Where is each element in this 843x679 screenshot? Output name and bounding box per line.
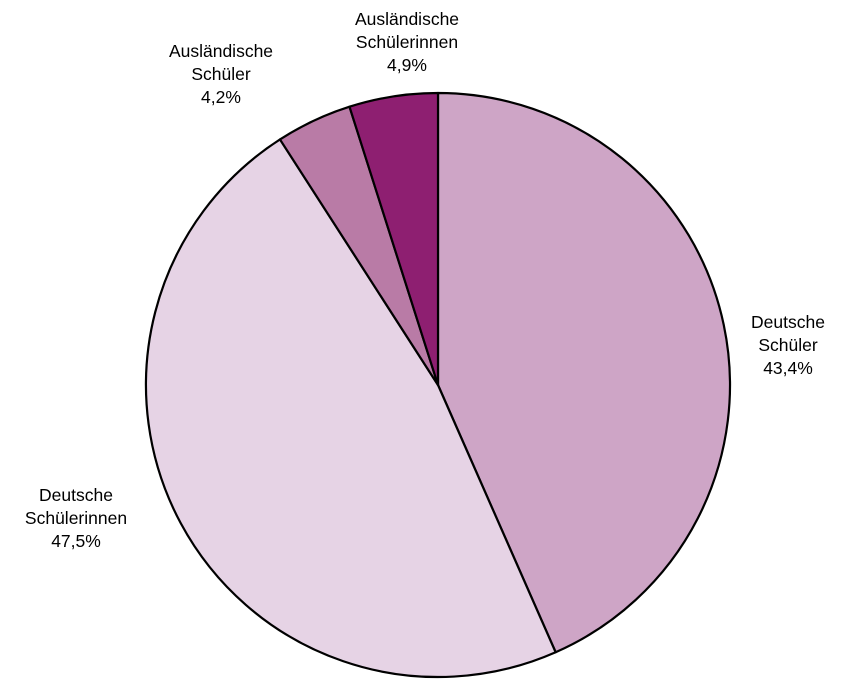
- pie-slice: [348, 91, 440, 387]
- slice-name-label: Schülerinnen: [356, 32, 458, 52]
- slice-label: Ausländische Schülerinnen 4,9%: [355, 9, 459, 75]
- pie-slices: [144, 91, 732, 679]
- slice-value-label: 47,5%: [51, 531, 101, 551]
- slice-value-label: 4,2%: [201, 87, 241, 107]
- slice-label: Deutsche Schülerinnen 47,5%: [25, 485, 127, 551]
- slice-value-label: 4,9%: [387, 55, 427, 75]
- pie-slice: [436, 91, 732, 654]
- slice-name-label: Ausländische: [169, 41, 273, 61]
- slice-name-label: Schüler: [758, 335, 818, 355]
- slice-label: Ausländische Schüler 4,2%: [169, 41, 273, 107]
- slice-value-label: 43,4%: [763, 358, 813, 378]
- slice-name-label: Ausländische: [355, 9, 459, 29]
- pie-slice: [144, 138, 557, 679]
- pie-labels: Deutsche Schüler 43,4% Deutsche Schülerinnen…: [25, 9, 825, 551]
- slice-name-label: Schüler: [191, 64, 251, 84]
- slice-label: Deutsche Schüler 43,4%: [751, 312, 825, 378]
- slice-name-label: Deutsche: [39, 485, 113, 505]
- slice-name-label: Schülerinnen: [25, 508, 127, 528]
- slice-name-label: Deutsche: [751, 312, 825, 332]
